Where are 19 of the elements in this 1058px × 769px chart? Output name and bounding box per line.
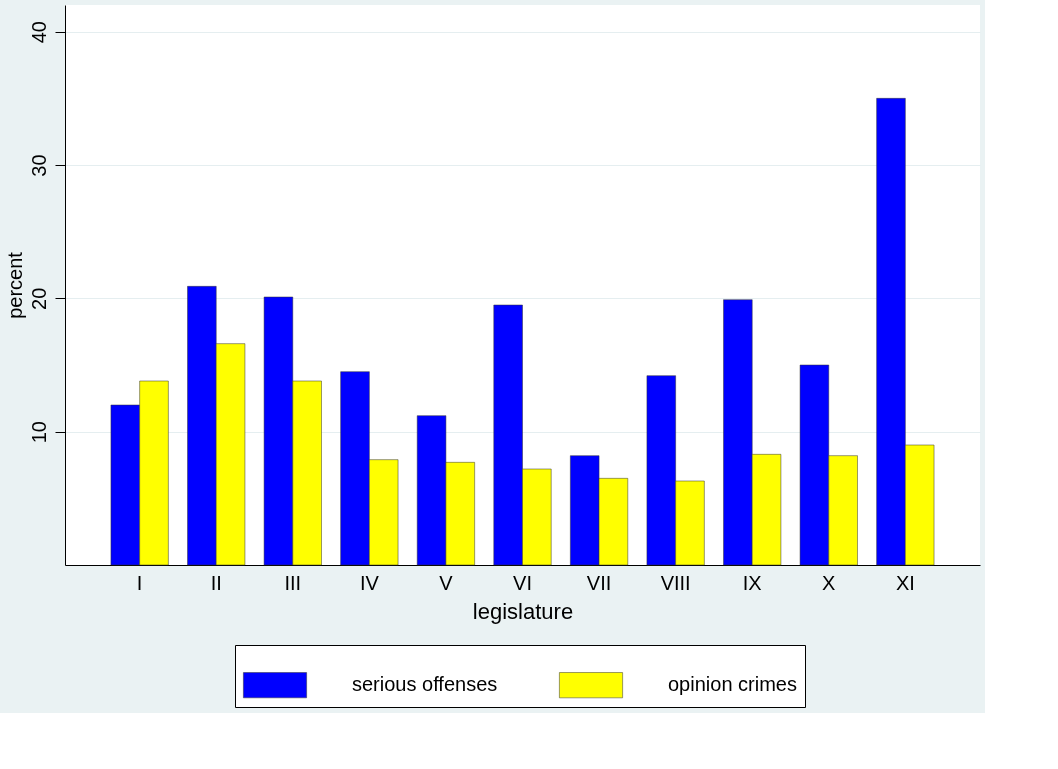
x-tick-label: XI	[895, 571, 915, 594]
x-tick-label: IV	[359, 571, 380, 594]
y-tick-label: 20	[27, 287, 50, 310]
legend-label: opinion crimes	[668, 673, 797, 696]
x-tick-label: VI	[513, 571, 532, 594]
x-tick-label: II	[210, 571, 222, 594]
x-tick-label: V	[439, 571, 454, 594]
x-tick-label: VIII	[660, 571, 691, 594]
y-tick-label: 40	[27, 21, 50, 44]
x-tick-label: X	[822, 571, 836, 594]
x-tick-label: VII	[586, 571, 612, 594]
x-tick-label: III	[284, 571, 302, 594]
legend-label: serious offenses	[352, 673, 498, 696]
y-tick-label: 10	[27, 421, 50, 444]
x-tick-label: I	[136, 571, 143, 594]
x-axis-title: legislature	[472, 598, 574, 624]
x-tick-label: IX	[742, 571, 762, 594]
y-axis-title: percent	[3, 251, 26, 319]
y-tick-label: 30	[27, 154, 50, 177]
